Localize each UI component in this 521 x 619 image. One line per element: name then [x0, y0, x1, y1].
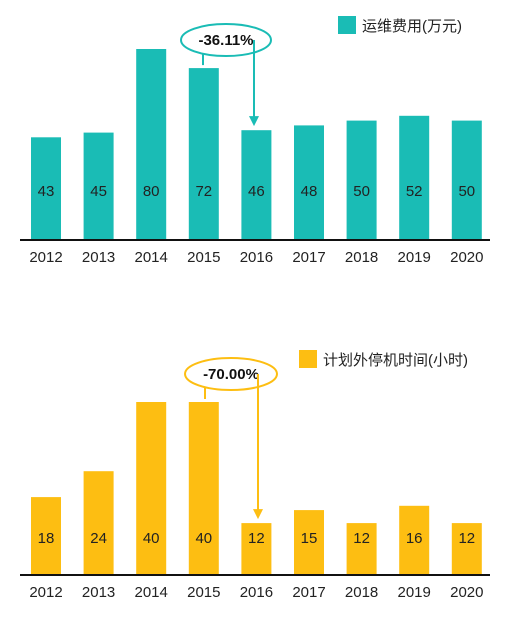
- data-label-2018: 12: [353, 530, 370, 547]
- data-label-2020: 50: [458, 183, 475, 200]
- chart-2: 18 2012 24 2013 40 2014 40 2015 12 2016 15 2017 12 20…: [20, 350, 490, 601]
- bar-2015: [188, 68, 219, 240]
- bar-2012: [31, 137, 61, 240]
- bar-2014: [136, 49, 167, 240]
- data-label-2014: 40: [143, 530, 160, 547]
- data-label-2017: 48: [301, 183, 318, 200]
- annotation-label: -70.00%: [203, 366, 259, 383]
- x-tick-2019: 2019: [398, 584, 431, 601]
- annotation-label: -36.11%: [198, 32, 253, 49]
- legend-swatch: [338, 16, 356, 34]
- x-tick-2014: 2014: [135, 584, 168, 601]
- data-label-2017: 15: [301, 530, 318, 547]
- data-label-2013: 45: [90, 183, 107, 200]
- data-label-2012: 18: [38, 530, 55, 547]
- legend-swatch: [299, 350, 317, 368]
- data-label-2012: 43: [38, 183, 55, 200]
- x-tick-2016: 2016: [240, 249, 273, 266]
- bar-2013: [83, 132, 114, 240]
- bar-2017: [294, 510, 324, 575]
- data-label-2016: 46: [248, 183, 265, 200]
- x-tick-2017: 2017: [292, 249, 325, 266]
- x-tick-2017: 2017: [292, 584, 325, 601]
- data-label-2014: 80: [143, 183, 160, 200]
- data-label-2013: 24: [90, 530, 107, 547]
- data-label-2015: 72: [195, 183, 212, 200]
- annotation-oval: [180, 23, 272, 57]
- bar-2016: [241, 130, 272, 240]
- x-tick-2013: 2013: [82, 249, 115, 266]
- x-tick-2014: 2014: [135, 249, 168, 266]
- data-label-2018: 50: [353, 183, 370, 200]
- data-label-2020: 12: [458, 530, 475, 547]
- bar-2019: [399, 505, 430, 575]
- x-tick-2019: 2019: [398, 249, 431, 266]
- bar-2018: [346, 523, 377, 575]
- bar-2020: [451, 120, 482, 240]
- bar-2012: [31, 497, 61, 575]
- annotation-arrow-head: [253, 509, 263, 520]
- x-tick-2012: 2012: [29, 584, 62, 601]
- bar-2017: [294, 125, 324, 240]
- x-tick-2015: 2015: [187, 584, 220, 601]
- x-tick-2020: 2020: [450, 249, 483, 266]
- bar-2018: [346, 120, 377, 240]
- legend-label: 计划外停机时间(小时): [323, 352, 468, 369]
- legend-label: 运维费用(万元): [362, 18, 462, 35]
- bar-2014: [136, 402, 167, 575]
- annotation-oval: [184, 357, 278, 391]
- bar-2019: [399, 115, 430, 240]
- bar-2016: [241, 523, 272, 575]
- bar-2020: [451, 523, 482, 575]
- annotation-arrow-head: [249, 116, 259, 127]
- chart-1: 43 2012 45 2013 80 2014 72 2015 46 2016 48 2017 50 20…: [20, 16, 490, 266]
- data-label-2015: 40: [195, 530, 212, 547]
- data-label-2019: 52: [406, 183, 423, 200]
- x-tick-2018: 2018: [345, 584, 378, 601]
- data-label-2019: 16: [406, 530, 423, 547]
- x-tick-2018: 2018: [345, 249, 378, 266]
- bar-2015: [188, 402, 219, 575]
- x-tick-2012: 2012: [29, 249, 62, 266]
- data-label-2016: 12: [248, 530, 265, 547]
- x-tick-2013: 2013: [82, 584, 115, 601]
- x-tick-2015: 2015: [187, 249, 220, 266]
- x-tick-2016: 2016: [240, 584, 273, 601]
- x-tick-2020: 2020: [450, 584, 483, 601]
- bar-2013: [83, 471, 114, 575]
